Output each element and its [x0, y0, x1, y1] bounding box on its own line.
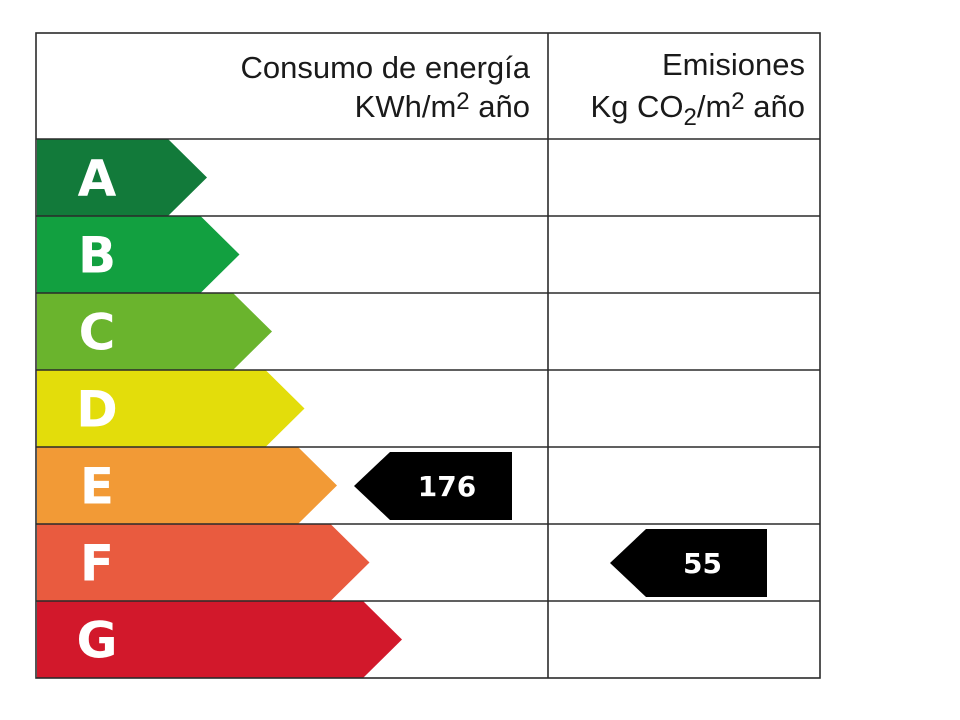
- energy-rating-marker: [354, 452, 512, 520]
- class-letter-g: G: [76, 612, 117, 670]
- energy-rating-value: 176: [418, 470, 476, 503]
- class-letter-c: C: [79, 304, 116, 362]
- emissions-column-title: Emisiones: [662, 47, 805, 82]
- class-letter-f: F: [80, 535, 114, 593]
- class-arrow-d: [37, 370, 305, 447]
- class-arrow-a: [37, 139, 207, 216]
- class-letter-e: E: [80, 458, 114, 516]
- class-arrow-c: [37, 293, 272, 370]
- class-letter-d: D: [76, 381, 118, 439]
- emissions-rating-marker: [610, 529, 767, 597]
- table-grid: [35, 32, 821, 679]
- class-arrow-f: [37, 524, 370, 601]
- rating-markers: 176 55: [354, 452, 767, 597]
- class-arrow-g: [37, 601, 402, 678]
- class-arrow-b: [37, 216, 240, 293]
- energy-column-unit: KWh/m2 año: [355, 88, 530, 124]
- class-letter-b: B: [78, 227, 116, 285]
- emissions-column-unit: Kg CO2/m2 año: [590, 88, 805, 131]
- energy-column-title: Consumo de energía: [240, 50, 530, 85]
- emissions-rating-value: 55: [683, 547, 722, 580]
- class-arrow-e: [37, 447, 337, 524]
- class-letter-a: A: [78, 150, 117, 208]
